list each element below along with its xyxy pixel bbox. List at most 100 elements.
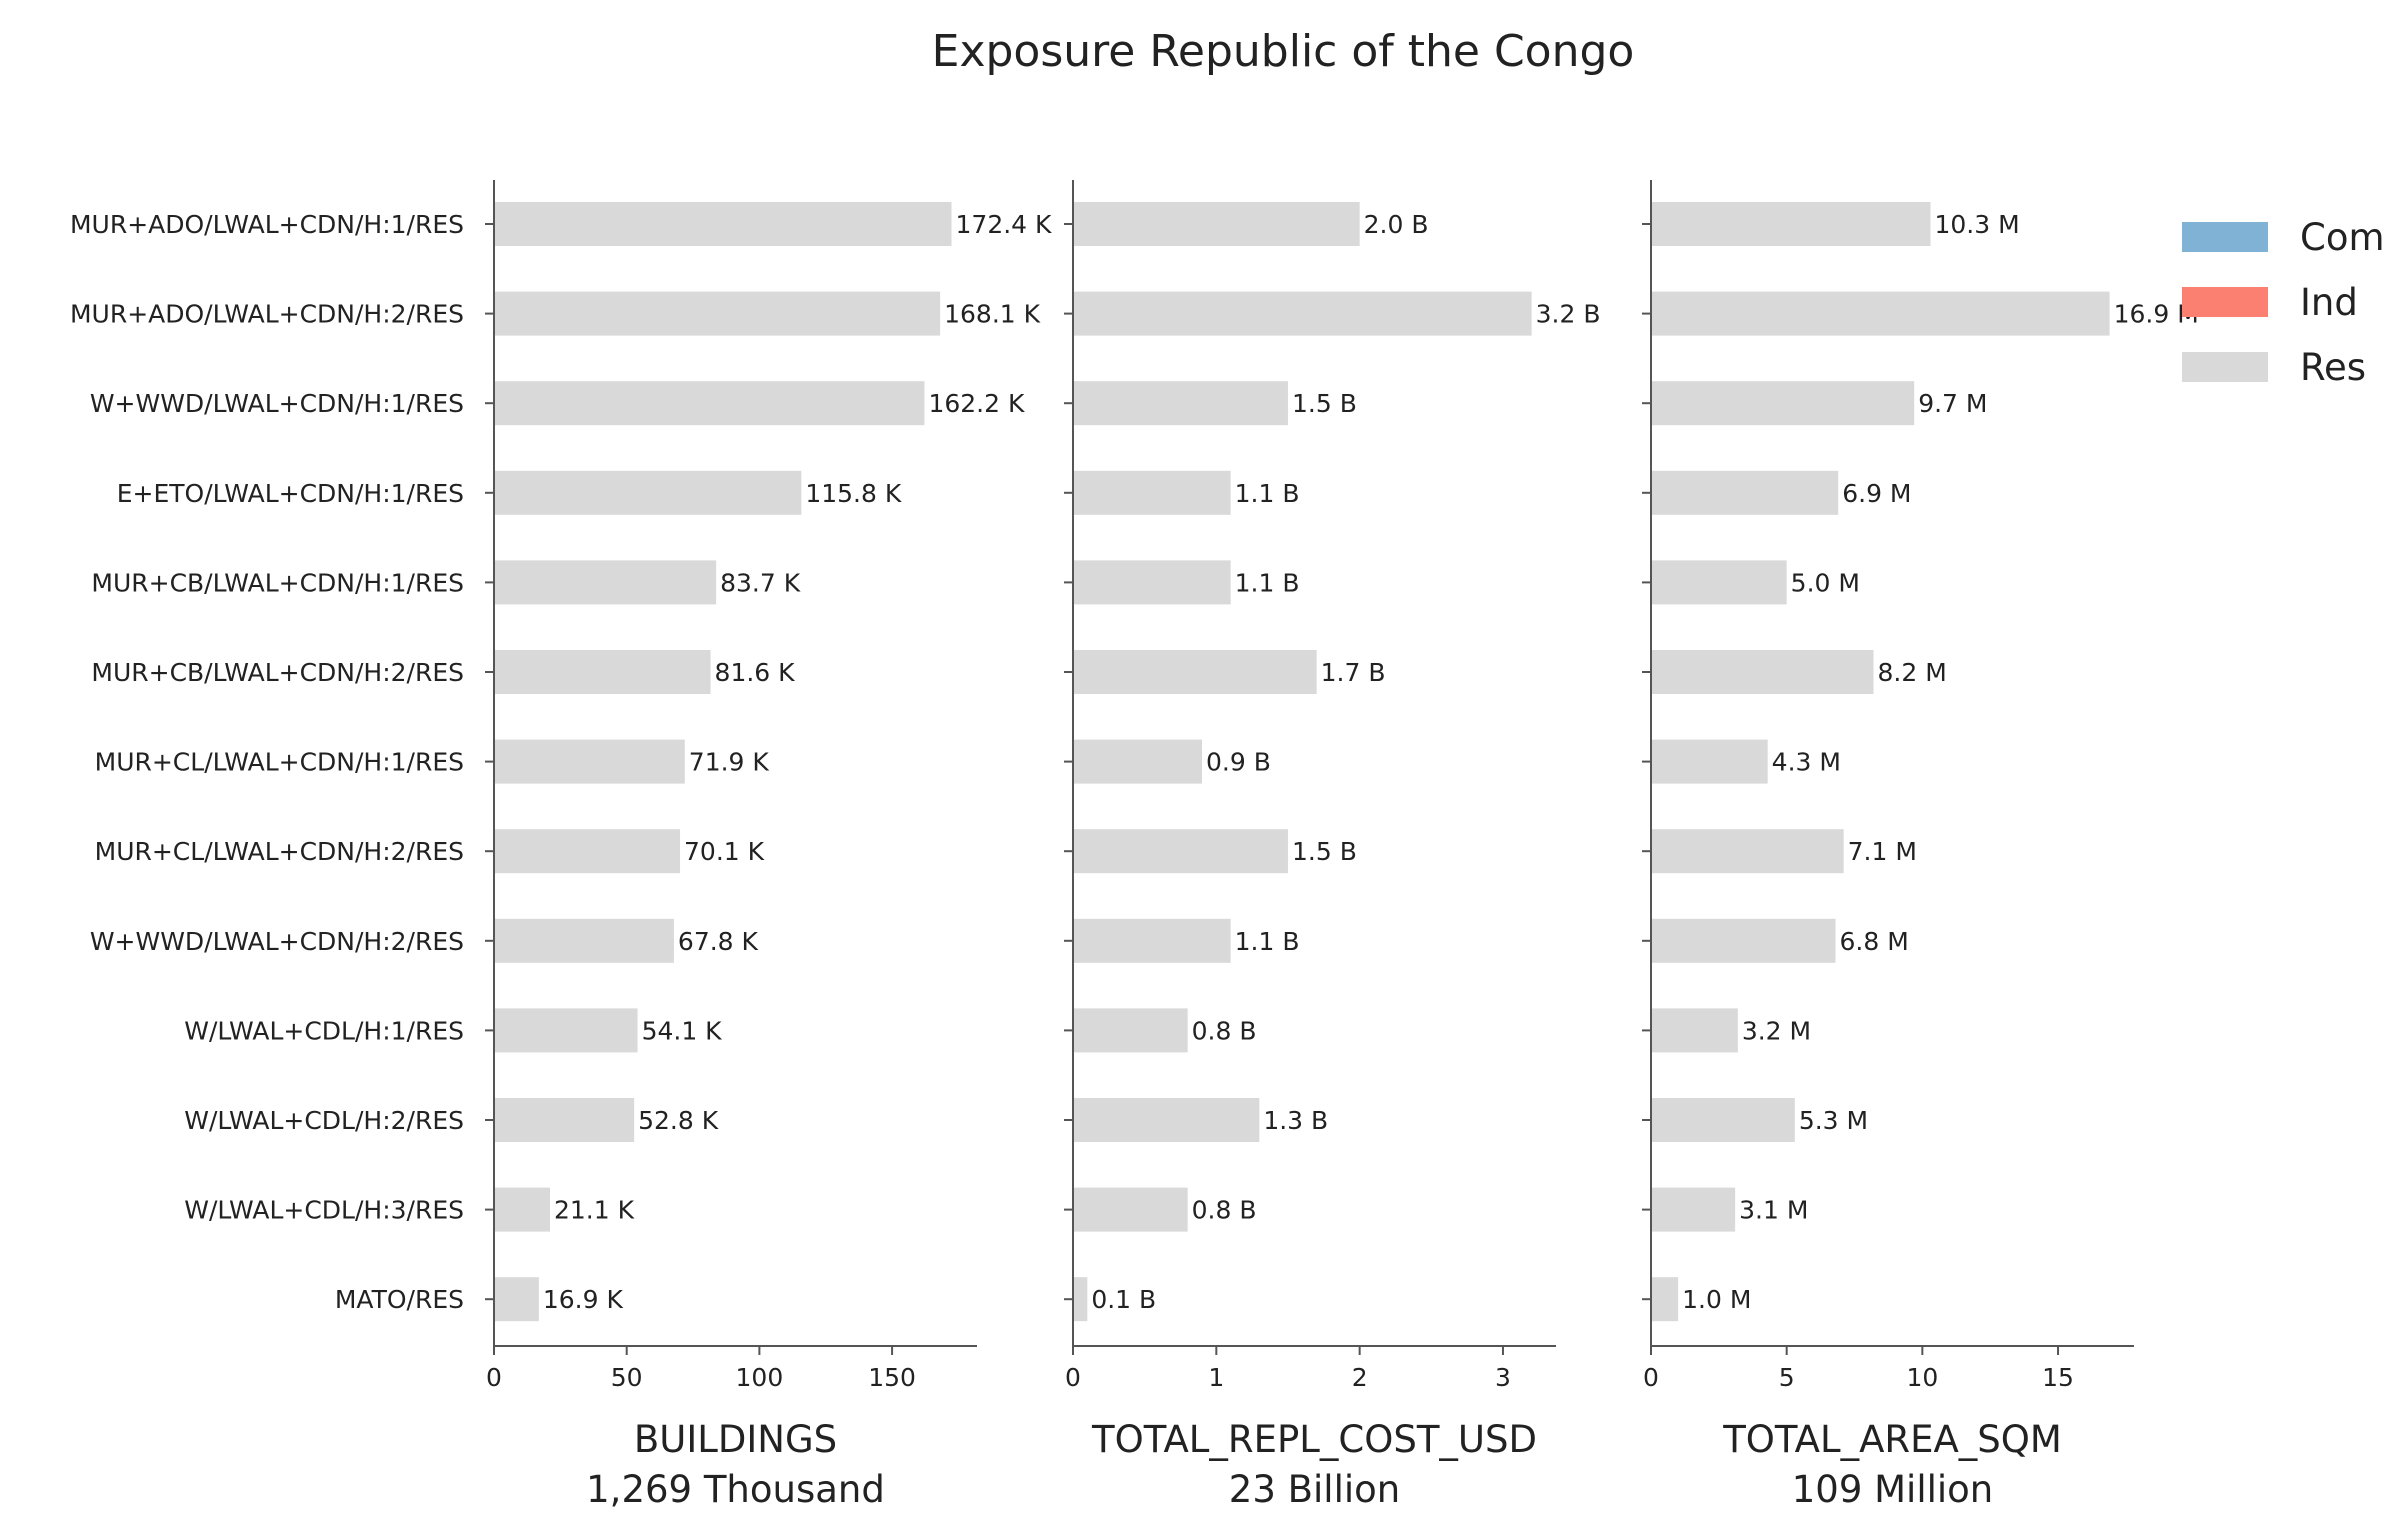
bar-value-label: 168.1 K bbox=[944, 300, 1041, 329]
category-label: W/LWAL+CDL/H:3/RES bbox=[184, 1196, 464, 1225]
bar bbox=[494, 1187, 550, 1232]
x-tick-label: 0 bbox=[1643, 1363, 1659, 1392]
bar-value-label: 6.9 M bbox=[1842, 479, 1911, 508]
bar-value-label: 81.6 K bbox=[715, 658, 796, 687]
bar-value-label: 1.7 B bbox=[1321, 658, 1386, 687]
bar bbox=[1651, 1277, 1679, 1322]
bar-value-label: 115.8 K bbox=[805, 479, 902, 508]
bar bbox=[494, 739, 685, 784]
bar-value-label: 0.8 B bbox=[1192, 1016, 1257, 1045]
category-label: MUR+CB/LWAL+CDN/H:1/RES bbox=[91, 568, 464, 597]
category-label: MUR+ADO/LWAL+CDN/H:1/RES bbox=[70, 210, 464, 239]
x-axis-label: TOTAL_AREA_SQM bbox=[1722, 1418, 2062, 1461]
legend: Com Ind Res bbox=[2182, 216, 2385, 389]
category-label: W+WWD/LWAL+CDN/H:2/RES bbox=[90, 927, 464, 956]
bar-value-label: 7.1 M bbox=[1848, 837, 1917, 866]
bar-value-label: 1.3 B bbox=[1263, 1106, 1328, 1135]
bar bbox=[1073, 918, 1231, 963]
category-label: E+ETO/LWAL+CDN/H:1/RES bbox=[117, 479, 464, 508]
bar bbox=[494, 1008, 638, 1053]
bar bbox=[1651, 918, 1836, 963]
x-axis-label: TOTAL_REPL_COST_USD bbox=[1091, 1418, 1537, 1461]
bar bbox=[1651, 470, 1839, 515]
bar-value-label: 10.3 M bbox=[1934, 210, 2019, 239]
bar bbox=[1073, 829, 1288, 874]
x-tick-label: 0 bbox=[486, 1363, 502, 1392]
bar-value-label: 5.3 M bbox=[1799, 1106, 1868, 1135]
panel-2: 2.0 B 3.2 B 1.5 B 1.1 B 1.1 B 1.7 B 0.9 B 1.5 B… bbox=[1064, 180, 1600, 1511]
legend-swatch bbox=[2182, 352, 2268, 382]
bar bbox=[494, 291, 941, 336]
category-label: W/LWAL+CDL/H:1/RES bbox=[184, 1016, 464, 1045]
bar-value-label: 70.1 K bbox=[684, 837, 765, 866]
panel-1: 172.4 K 168.1 K 162.2 K 115.8 K 83.7 K 81.6 K… bbox=[485, 180, 1052, 1511]
bar-value-label: 3.1 M bbox=[1739, 1196, 1808, 1225]
bar bbox=[494, 381, 925, 426]
bar-value-label: 5.0 M bbox=[1791, 568, 1860, 597]
bar bbox=[1073, 1277, 1088, 1322]
x-tick-label: 5 bbox=[1779, 1363, 1795, 1392]
x-tick-label: 3 bbox=[1495, 1363, 1511, 1392]
x-tick-label: 150 bbox=[868, 1363, 916, 1392]
bar-value-label: 1.5 B bbox=[1292, 389, 1357, 418]
bar-value-label: 67.8 K bbox=[678, 927, 759, 956]
x-axis-total: 109 Million bbox=[1792, 1468, 1994, 1511]
bar-value-label: 71.9 K bbox=[689, 748, 770, 777]
bar-value-label: 16.9 K bbox=[543, 1285, 624, 1314]
bar-value-label: 4.3 M bbox=[1772, 748, 1841, 777]
bar-value-label: 6.8 M bbox=[1840, 927, 1909, 956]
bar bbox=[494, 829, 681, 874]
bar bbox=[1073, 291, 1532, 336]
bar-value-label: 1.1 B bbox=[1235, 927, 1300, 956]
bar bbox=[1073, 560, 1231, 605]
bar bbox=[1651, 1098, 1795, 1142]
category-label: W/LWAL+CDL/H:2/RES bbox=[184, 1106, 464, 1135]
x-axis-total: 23 Billion bbox=[1229, 1468, 1400, 1511]
bar bbox=[1651, 650, 1874, 694]
category-label: MUR+CL/LWAL+CDN/H:1/RES bbox=[95, 748, 464, 777]
bar bbox=[494, 918, 674, 963]
category-label: MUR+CB/LWAL+CDN/H:2/RES bbox=[91, 658, 464, 687]
x-tick-label: 15 bbox=[2042, 1363, 2074, 1392]
x-tick-label: 2 bbox=[1352, 1363, 1368, 1392]
bar bbox=[494, 1277, 539, 1322]
bar bbox=[1651, 291, 2110, 336]
bar bbox=[1073, 202, 1360, 246]
bar bbox=[494, 560, 717, 605]
bar-value-label: 1.1 B bbox=[1235, 479, 1300, 508]
x-tick-label: 10 bbox=[1906, 1363, 1938, 1392]
bar-value-label: 172.4 K bbox=[956, 210, 1053, 239]
chart-title: Exposure Republic of the Congo bbox=[932, 26, 1635, 77]
bar-value-label: 21.1 K bbox=[554, 1196, 635, 1225]
bar-value-label: 9.7 M bbox=[1918, 389, 1987, 418]
bar bbox=[494, 202, 952, 246]
x-tick-label: 100 bbox=[736, 1363, 784, 1392]
bar-value-label: 52.8 K bbox=[638, 1106, 719, 1135]
bar-value-label: 0.1 B bbox=[1091, 1285, 1156, 1314]
bar-value-label: 3.2 B bbox=[1536, 300, 1601, 329]
bar bbox=[494, 1098, 635, 1142]
bar bbox=[1073, 1098, 1260, 1142]
bar-value-label: 8.2 M bbox=[1878, 658, 1947, 687]
bar bbox=[1073, 1008, 1188, 1053]
bar bbox=[1073, 1187, 1188, 1232]
x-tick-label: 50 bbox=[611, 1363, 643, 1392]
bar-value-label: 1.5 B bbox=[1292, 837, 1357, 866]
bar bbox=[494, 470, 802, 515]
bar-value-label: 0.8 B bbox=[1192, 1196, 1257, 1225]
legend-entry-label: Res bbox=[2300, 346, 2366, 389]
bar-value-label: 0.9 B bbox=[1206, 748, 1271, 777]
chart-panels: 172.4 K 168.1 K 162.2 K 115.8 K 83.7 K 81.6 K… bbox=[485, 180, 2199, 1511]
bar-value-label: 162.2 K bbox=[928, 389, 1025, 418]
x-tick-label: 0 bbox=[1065, 1363, 1081, 1392]
category-label: MUR+ADO/LWAL+CDN/H:2/RES bbox=[70, 300, 464, 329]
category-label: W+WWD/LWAL+CDN/H:1/RES bbox=[90, 389, 464, 418]
category-label: MATO/RES bbox=[335, 1285, 464, 1314]
bar bbox=[1073, 650, 1317, 694]
bar bbox=[1651, 381, 1915, 426]
bar bbox=[1651, 1008, 1738, 1053]
legend-swatch bbox=[2182, 222, 2268, 252]
category-label: MUR+CL/LWAL+CDN/H:2/RES bbox=[95, 837, 464, 866]
bar bbox=[1651, 560, 1787, 605]
